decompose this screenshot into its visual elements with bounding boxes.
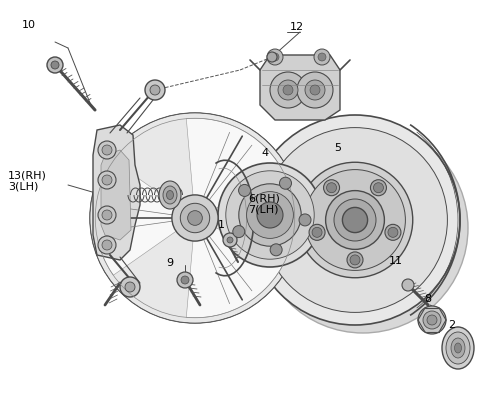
Wedge shape [186,218,286,318]
Circle shape [267,52,277,62]
Ellipse shape [167,191,173,199]
Circle shape [51,61,59,69]
Text: 4: 4 [262,148,269,158]
Circle shape [98,141,116,159]
Circle shape [181,276,189,284]
Circle shape [270,244,282,256]
Circle shape [188,211,203,225]
Circle shape [347,252,363,268]
Circle shape [278,80,298,100]
Circle shape [120,277,140,297]
Circle shape [385,224,401,240]
Ellipse shape [163,186,177,204]
Ellipse shape [442,327,474,369]
Circle shape [226,171,314,259]
Circle shape [227,237,233,243]
Circle shape [305,80,325,100]
Text: 6(RH)
7(LH): 6(RH) 7(LH) [248,193,280,215]
Text: 5: 5 [335,143,341,153]
Circle shape [250,115,460,325]
Circle shape [326,183,336,193]
Circle shape [297,72,333,108]
Circle shape [299,214,311,226]
Text: 8: 8 [424,294,432,304]
Circle shape [271,53,279,61]
Circle shape [177,272,193,288]
Circle shape [324,180,339,196]
Circle shape [102,240,112,250]
Circle shape [102,145,112,155]
Polygon shape [101,150,131,240]
Circle shape [314,49,330,65]
Circle shape [279,177,291,189]
Circle shape [239,184,251,197]
Circle shape [180,203,210,233]
Text: 1: 1 [218,220,225,230]
Circle shape [388,227,398,237]
Text: 10: 10 [22,20,36,30]
Circle shape [310,85,320,95]
Circle shape [373,183,384,193]
Circle shape [257,202,283,228]
Circle shape [297,162,413,278]
Circle shape [427,315,437,325]
Circle shape [98,236,116,254]
Ellipse shape [159,181,181,209]
Circle shape [418,306,446,334]
Wedge shape [95,161,195,275]
Circle shape [309,224,325,240]
Circle shape [318,53,326,61]
Circle shape [267,49,283,65]
Wedge shape [90,113,300,323]
Text: 13(RH)
3(LH): 13(RH) 3(LH) [8,170,47,191]
Ellipse shape [446,332,470,364]
Circle shape [263,128,447,312]
Circle shape [305,169,406,270]
Text: 2: 2 [448,320,456,330]
Circle shape [172,195,218,241]
Circle shape [233,226,245,238]
Circle shape [98,206,116,224]
Circle shape [239,184,301,246]
Circle shape [102,175,112,185]
Circle shape [402,279,414,291]
Circle shape [102,210,112,220]
Circle shape [145,80,165,100]
Circle shape [325,191,384,249]
Circle shape [98,171,116,189]
Wedge shape [186,118,286,218]
Circle shape [223,233,237,247]
Circle shape [350,255,360,265]
Circle shape [270,72,306,108]
Circle shape [47,57,63,73]
Circle shape [342,207,368,232]
Text: 11: 11 [389,256,403,266]
Circle shape [258,123,468,333]
Circle shape [90,113,300,323]
Circle shape [247,191,293,238]
Circle shape [150,85,160,95]
Text: 12: 12 [290,22,304,32]
Polygon shape [93,125,140,260]
Ellipse shape [455,343,461,353]
Circle shape [334,199,376,241]
Polygon shape [260,55,340,120]
Ellipse shape [451,338,465,358]
Circle shape [218,163,322,267]
Circle shape [125,282,135,292]
Circle shape [312,227,322,237]
Circle shape [371,180,386,196]
Circle shape [423,311,441,329]
Text: 9: 9 [167,258,174,268]
Circle shape [283,85,293,95]
